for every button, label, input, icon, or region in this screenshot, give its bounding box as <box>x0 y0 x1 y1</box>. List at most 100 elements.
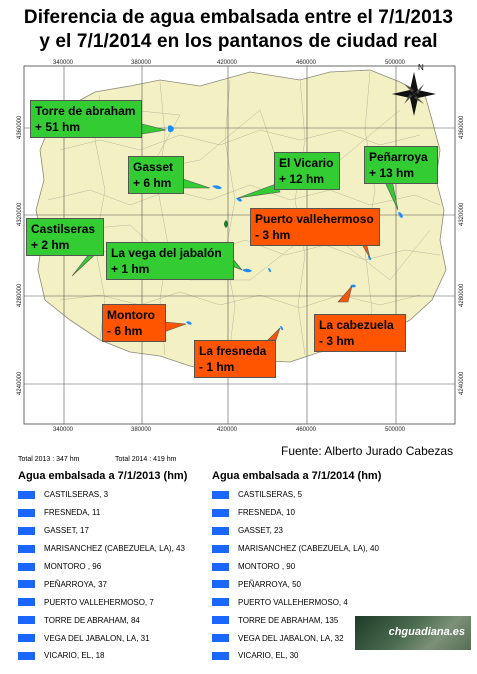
reservoir-fresneda <box>280 326 283 331</box>
callout-torre-de-abraham: Torre de abraham + 51 hm <box>30 100 142 138</box>
svg-text:4360000: 4360000 <box>17 115 23 139</box>
list-item-label: MONTORO , 90 <box>238 562 296 571</box>
callout-la-fresneda: La fresneda - 1 hm <box>194 340 276 378</box>
callout-name: Torre de abraham <box>35 104 136 118</box>
svg-text:4280000: 4280000 <box>459 283 465 307</box>
legend-swatch <box>212 634 229 643</box>
list-item: TORRE DE ABRAHAM, 135 <box>212 611 379 629</box>
chguadiana-logo: chguadiana.es <box>355 616 471 650</box>
list-item: PUERTO VALLEHERMOSO, 7 <box>18 593 185 611</box>
x-ticks-bottom: 340000 380000 420000 460000 500000 <box>53 427 406 433</box>
callout-change: - 3 hm <box>255 228 291 242</box>
total-2013: Total 2013 : 347 hm <box>18 456 80 463</box>
callout-change: + 13 hm <box>369 166 415 180</box>
callout-name: Gasset <box>133 160 174 174</box>
legend-swatch <box>212 598 229 607</box>
legend-swatch <box>18 616 35 625</box>
legend-swatch <box>18 580 35 589</box>
legend-swatch <box>18 508 35 517</box>
reservoirs <box>168 125 403 331</box>
callout-name: La cabezuela <box>319 318 394 332</box>
list-2014-heading: Agua embalsada a 7/1/2014 (hm) <box>212 470 382 482</box>
legend-swatch <box>212 562 229 571</box>
list-item: TORRE DE ABRAHAM, 84 <box>18 611 185 629</box>
callout-penarroya: Peñarroya + 13 hm <box>364 146 438 184</box>
callout-name: Montoro <box>107 308 155 322</box>
callout-change: - 3 hm <box>319 334 355 348</box>
list-item-label: MARISANCHEZ (CABEZUELA, LA), 40 <box>238 544 379 554</box>
list-item: GASSET, 17 <box>18 522 185 540</box>
legend-swatch <box>18 544 35 553</box>
list-item: PEÑARROYA, 37 <box>18 575 185 593</box>
reservoir-vega-del-jabalon <box>242 268 252 273</box>
callout-change: - 1 hm <box>199 360 235 374</box>
callout-name: Puerto vallehermoso <box>255 212 374 226</box>
callout-gasset: Gasset + 6 hm <box>128 156 184 194</box>
list-item-label: TORRE DE ABRAHAM, 135 <box>238 615 339 625</box>
legend-swatch <box>212 580 229 589</box>
callout-la-cabezuela: La cabezuela - 3 hm <box>314 314 406 352</box>
list-item-label: PUERTO VALLEHERMOSO, 7 <box>44 597 154 607</box>
svg-text:340000: 340000 <box>53 60 74 66</box>
reservoir-el-vicario <box>236 197 242 202</box>
y-ticks-right: 4360000 4320000 4280000 4240000 <box>459 115 465 395</box>
list-item: FRESNEDA, 11 <box>18 504 185 522</box>
callout-change: + 1 hm <box>111 262 150 276</box>
legend-swatch <box>212 508 229 517</box>
svg-text:4280000: 4280000 <box>17 283 23 307</box>
list-item-label: VICARIO, EL, 30 <box>238 651 299 661</box>
list-item-label: TORRE DE ABRAHAM, 84 <box>44 615 140 625</box>
callout-change: - 6 hm <box>107 324 143 338</box>
callout-change: + 2 hm <box>31 238 70 252</box>
callout-el-vicario: El Vicario + 12 hm <box>274 152 340 190</box>
list-item-label: PEÑARROYA, 50 <box>238 579 301 589</box>
callout-vega-del-jabalon: La vega del jabalón + 1 hm <box>106 242 234 280</box>
list-item: FRESNEDA, 10 <box>212 504 379 522</box>
legend-swatch <box>212 651 229 660</box>
legend-swatch <box>18 562 35 571</box>
legend-swatch <box>18 651 35 660</box>
reservoir-gasset <box>212 185 222 190</box>
source-credit: Fuente: Alberto Jurado Cabezas <box>281 444 454 458</box>
list-item: CASTILSERAS, 3 <box>18 486 185 504</box>
list-item: MARISANCHEZ (CABEZUELA, LA), 43 <box>18 540 185 558</box>
list-2014: CASTILSERAS, 5 FRESNEDA, 10 GASSET, 23 M… <box>212 486 379 665</box>
callout-name: Peñarroya <box>369 150 428 164</box>
list-item-label: CASTILSERAS, 5 <box>238 490 303 500</box>
callout-name: La fresneda <box>199 344 267 358</box>
callout-pointers <box>71 123 399 341</box>
reservoir-montoro <box>186 321 192 325</box>
callout-castilseras: Castilseras + 2 hm <box>26 218 104 256</box>
reservoir-penarroya <box>398 212 403 218</box>
legend-swatch <box>212 544 229 553</box>
svg-text:460000: 460000 <box>296 427 317 433</box>
reservoir-puerto-vallehermoso <box>368 256 371 261</box>
reservoir-torre-de-abraham <box>168 125 174 133</box>
list-item-label: CASTILSERAS, 3 <box>44 490 109 500</box>
svg-text:420000: 420000 <box>217 427 238 433</box>
list-item: PEÑARROYA, 50 <box>212 575 379 593</box>
list-item-label: VEGA DEL JABALON, LA, 32 <box>238 633 344 643</box>
callout-name: La vega del jabalón <box>111 246 222 260</box>
list-item: VEGA DEL JABALON, LA, 31 <box>18 629 185 647</box>
legend-swatch <box>212 526 229 535</box>
title-line-2: y el 7/1/2014 en los pantanos de ciudad … <box>39 31 438 52</box>
svg-text:460000: 460000 <box>296 60 317 66</box>
legend-swatch <box>18 526 35 535</box>
list-item: GASSET, 23 <box>212 522 379 540</box>
map-frame <box>23 65 456 425</box>
svg-text:420000: 420000 <box>217 60 238 66</box>
svg-text:4360000: 4360000 <box>459 115 465 139</box>
svg-text:380000: 380000 <box>131 427 152 433</box>
svg-text:4240000: 4240000 <box>17 371 23 395</box>
list-item: MONTORO , 96 <box>18 558 185 576</box>
list-item: VICARIO, EL, 30 <box>212 647 379 665</box>
legend-swatch <box>18 598 35 607</box>
svg-text:380000: 380000 <box>131 60 152 66</box>
svg-text:340000: 340000 <box>53 427 74 433</box>
svg-text:4320000: 4320000 <box>459 202 465 226</box>
list-item-label: PUERTO VALLEHERMOSO, 4 <box>238 597 348 607</box>
city-marker <box>224 220 228 228</box>
callout-change: + 12 hm <box>279 172 325 186</box>
callout-change: + 6 hm <box>133 176 172 190</box>
